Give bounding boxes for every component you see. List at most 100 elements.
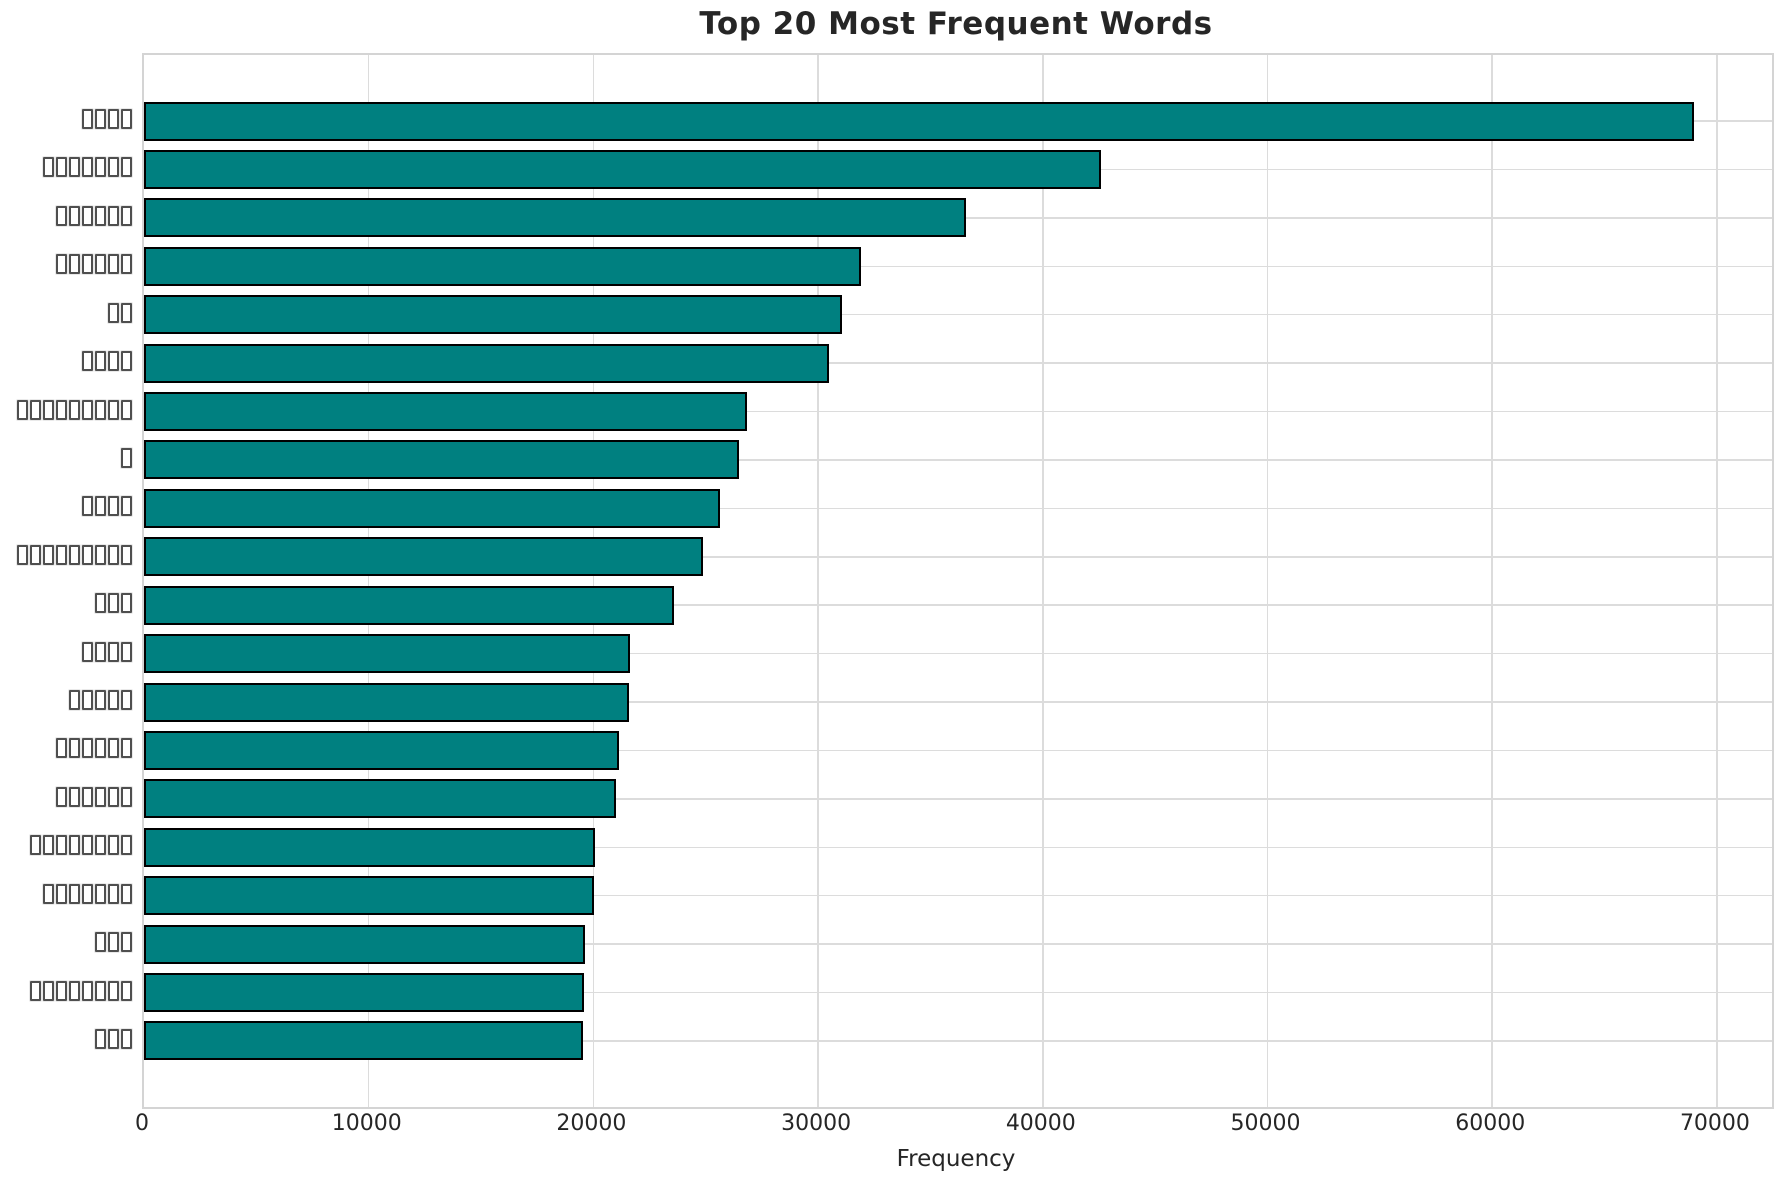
bar [144,779,616,819]
missing-glyph-box [56,254,67,275]
missing-glyph-box [108,205,119,226]
missing-glyph-box [56,157,67,178]
missing-glyph-box [95,980,106,1001]
missing-glyph-box [82,205,93,226]
y-tick-label [0,590,133,616]
missing-glyph-box [95,835,106,856]
bar [144,876,595,916]
missing-glyph-box [43,399,54,420]
missing-glyph-box [82,157,93,178]
gridline-horizontal [144,943,1772,945]
missing-glyph-box [95,205,106,226]
missing-glyph-box [108,157,119,178]
missing-glyph-box [108,302,119,323]
missing-glyph-box [121,205,132,226]
bar [144,440,740,480]
missing-glyph-box [69,205,80,226]
missing-glyph-box [30,835,41,856]
missing-glyph-box [121,593,132,614]
gridline-vertical [1266,55,1269,1107]
y-tick-label [0,639,133,665]
gridline-horizontal [144,701,1772,703]
missing-glyph-box [82,496,93,517]
missing-glyph-box [121,690,132,711]
missing-glyph-box [17,399,28,420]
bar [144,585,675,625]
missing-glyph-box [121,1028,132,1049]
gridline-horizontal [144,1040,1772,1042]
missing-glyph-box [95,593,106,614]
bar [144,682,630,722]
missing-glyph-box [121,544,132,565]
missing-glyph-box [108,835,119,856]
missing-glyph-box [95,738,106,759]
missing-glyph-box [108,641,119,662]
gridline-horizontal [144,894,1772,897]
missing-glyph-box [69,544,80,565]
missing-glyph-box [30,980,41,1001]
gridline-horizontal [144,991,1772,994]
missing-glyph-box [108,399,119,420]
bar [144,198,967,238]
missing-glyph-box [69,254,80,275]
missing-glyph-box [43,157,54,178]
bar [144,392,748,432]
missing-glyph-box [121,254,132,275]
missing-glyph-box [56,883,67,904]
y-tick-label [0,445,133,471]
missing-glyph-box [108,980,119,1001]
missing-glyph-box [121,932,132,953]
bar [144,973,584,1013]
missing-glyph-box [82,690,93,711]
bar [144,295,842,335]
y-tick-label [0,397,133,423]
missing-glyph-box [108,593,119,614]
missing-glyph-box [121,835,132,856]
missing-glyph-box [108,254,119,275]
y-tick-label [0,106,133,132]
missing-glyph-box [108,883,119,904]
gridline-horizontal [144,265,1772,267]
y-tick-label [0,542,133,568]
missing-glyph-box [69,835,80,856]
missing-glyph-box [121,786,132,807]
missing-glyph-box [95,351,106,372]
missing-glyph-box [82,786,93,807]
gridline-horizontal [144,410,1772,413]
gridline-vertical [367,55,370,1107]
missing-glyph-box [43,980,54,1001]
missing-glyph-box [108,109,119,129]
missing-glyph-box [95,109,106,129]
bar [144,730,620,770]
missing-glyph-box [30,399,41,420]
missing-glyph-box [108,932,119,953]
missing-glyph-box [82,399,93,420]
x-tick-label: 70000 [1679,1111,1750,1136]
bar [144,246,861,286]
y-tick-label [0,251,133,277]
missing-glyph-box [121,738,132,759]
y-tick-label [0,300,133,326]
missing-glyph-box [82,351,93,372]
bar [144,827,595,867]
missing-glyph-box [108,690,119,711]
missing-glyph-box [82,738,93,759]
bar [144,924,586,964]
missing-glyph-box [56,205,67,226]
missing-glyph-box [69,738,80,759]
missing-glyph-box [30,544,41,565]
missing-glyph-box [121,351,132,372]
missing-glyph-box [121,883,132,904]
y-tick-label [0,978,133,1004]
gridline-vertical [1716,55,1718,1107]
missing-glyph-box [95,399,106,420]
bar [144,537,704,577]
y-tick-label [0,929,133,955]
missing-glyph-box [82,641,93,662]
bar [144,149,1101,189]
x-tick-label: 50000 [1230,1111,1301,1136]
missing-glyph-box [95,254,106,275]
missing-glyph-box [69,786,80,807]
missing-glyph-box [121,302,132,323]
